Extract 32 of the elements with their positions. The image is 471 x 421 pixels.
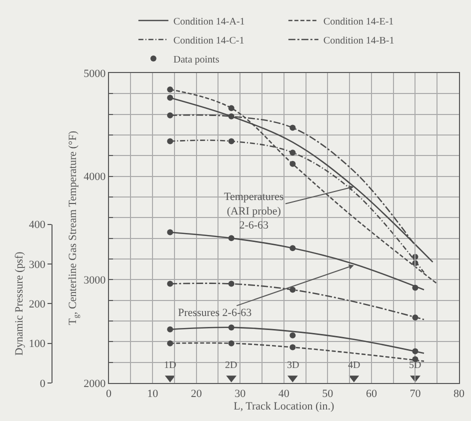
y2-axis-title: Dynamic Pressure (psf)	[14, 251, 26, 356]
y2-tick-label: 100	[28, 338, 46, 350]
y-tick-label: 2000	[84, 378, 106, 390]
x-tick-label: 70	[410, 388, 422, 400]
x-tick-label: 50	[322, 388, 334, 400]
annotation: Pressures 2-6-63	[178, 307, 252, 319]
x-tick-label: 0	[106, 388, 112, 400]
x-axis-title: L, Track Location (in.)	[234, 400, 334, 412]
annotation: 3D	[287, 360, 300, 371]
y-tick-label: 3000	[84, 274, 106, 287]
x-tick-label: 80	[453, 388, 465, 400]
annotation: 1D	[164, 360, 176, 371]
annotation: 4D	[348, 360, 360, 371]
annotation: 5D	[409, 360, 422, 371]
x-tick-label: 20	[190, 388, 202, 400]
legend-label: Condition 14-C-1	[173, 35, 244, 46]
y2-tick-label: 0	[40, 378, 46, 390]
y-tick-label: 5000	[84, 68, 106, 80]
y2-tick-label: 200	[28, 298, 46, 310]
legend-label: Condition 14-E-1	[323, 16, 394, 28]
x-tick-label: 10	[147, 388, 159, 400]
legend-label: Condition 14-A-1	[173, 16, 245, 28]
legend-label: Data points	[173, 54, 220, 66]
y2-tick-label: 400	[28, 219, 46, 232]
y2-tick-label: 300	[28, 258, 46, 271]
x-tick-label: 30	[234, 388, 246, 400]
annotation: Temperatures (ARI probe) 2-6-63	[224, 191, 284, 232]
legend-label: Condition 14-B-1	[323, 35, 394, 46]
x-tick-label: 40	[278, 388, 290, 400]
y-tick-label: 4000	[84, 171, 106, 184]
x-tick-label: 60	[366, 388, 378, 400]
annotation: 2D	[225, 360, 238, 371]
